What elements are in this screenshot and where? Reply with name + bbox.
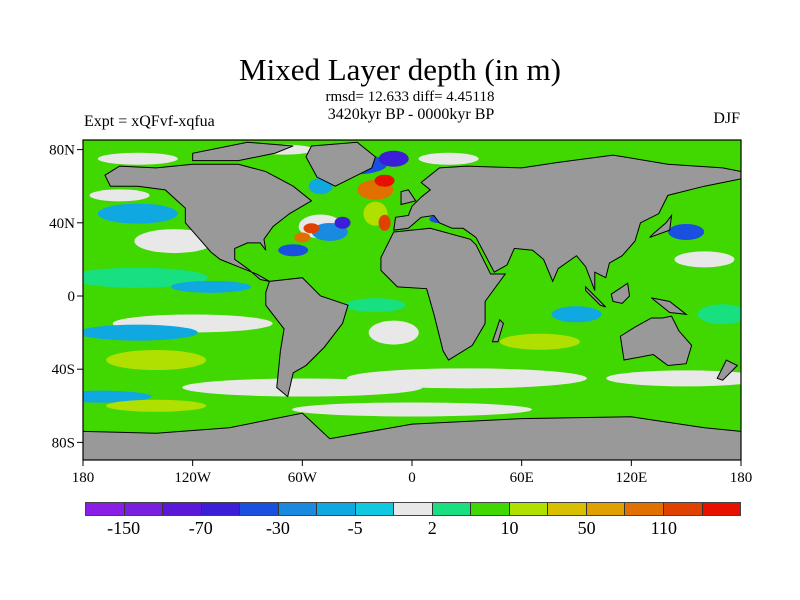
colorbar-swatch [124,503,164,515]
ocean-anomaly [106,399,207,412]
north-atlantic-anomaly [378,214,391,231]
colorbar-swatch [86,503,125,515]
lat-tick-label: 40N [49,216,75,232]
landmass-uk [400,189,417,206]
ocean-anomaly [551,306,602,323]
lon-tick-label: 60E [510,470,534,486]
lon-tick-label: 180 [730,470,753,486]
colorbar-swatch [355,503,395,515]
ocean-anomaly [83,324,198,341]
landmass-borneo [610,282,631,304]
lon-tick-label: 60W [288,470,318,486]
colorbar-swatch [663,503,703,515]
ocean-anomaly [83,267,208,288]
ocean-anomaly [674,251,735,268]
landmass-madagascar [491,318,504,343]
landmass-japan [649,213,673,238]
season-label: DJF [713,110,740,127]
ocean-anomaly [170,280,251,293]
lat-tick-label: 0 [68,289,76,305]
lon-tick-label: 120W [174,470,212,486]
north-atlantic-anomaly [294,232,311,243]
north-atlantic-anomaly [374,174,395,187]
period-text: 3420kyr BP - 0000kyr BP [327,106,495,123]
north-atlantic-anomaly [303,223,320,234]
lat-tick-label: 80S [52,435,75,451]
north-atlantic-anomaly [278,244,309,257]
colorbar-swatch [702,503,741,515]
colorbar-label: -150 [107,518,141,538]
map-plot: 80N 40N 0 40S 80S 180 120W 60W 0 60E 120E 180 [49,139,753,486]
lon-tick-label: 120E [615,470,647,486]
colorbar-label: 50 [577,518,596,538]
colorbar-swatch [163,503,202,515]
ocean-anomaly [345,298,406,313]
stats-text: rmsd= 12.633 diff= 4.45118 [325,89,495,105]
ocean-anomaly [697,304,741,325]
ocean-anomaly [83,390,152,403]
chart-title: Mixed Layer depth (in m) [239,52,561,87]
landmass-new-zealand [716,359,739,381]
colorbar-swatch [548,503,587,515]
ocean-anomaly [346,368,587,389]
land-group [83,141,741,460]
north-atlantic-anomaly [378,150,409,167]
ocean-anomaly [606,370,741,387]
ocean-anomaly [106,350,207,371]
landmass-north-america [104,163,313,282]
colorbar-swatch [394,503,433,515]
north-atlantic-anomaly [334,216,351,229]
colorbar-label: -30 [265,518,290,538]
colorbar-label: 2 [427,518,437,538]
ocean-anomaly [292,402,532,417]
lat-tick-label: 80N [49,143,75,159]
colorbar-swatch [240,503,279,515]
ocean-anomaly [499,333,580,350]
ocean-anomaly [97,203,178,224]
colorbar-label: -5 [347,518,363,538]
landmass-arctic-islands [192,141,294,162]
landmass-antarctica [83,412,741,460]
ocean-anomaly [368,320,419,345]
colorbar-swatch [432,503,472,515]
landmass-australia [619,315,693,367]
ocean-anomaly [89,189,150,202]
colorbar-swatch [586,503,626,515]
landmass-new-guinea [651,297,688,315]
lat-tick-label: 40S [52,362,75,378]
landmass-africa [380,227,507,361]
colorbar [85,502,741,516]
lon-tick-label: 180 [72,470,95,486]
ocean-anomaly [134,229,215,254]
colorbar-swatch [201,503,241,515]
landmass-south-america [265,277,349,398]
colorbar-swatch [509,503,549,515]
landmass-sumatra [585,285,607,308]
landmass-eurasia [393,154,741,291]
colorbar-swatch [278,503,318,515]
lon-tick-label: 0 [408,470,416,486]
landmass-greenland [305,141,377,187]
north-atlantic-anomaly [418,152,479,165]
colorbar-label: 10 [500,518,519,538]
north-atlantic-anomaly [97,152,178,165]
colorbar-swatch [625,503,664,515]
experiment-label: Expt = xQFvf-xqfua [84,113,215,130]
colorbar-swatch [471,503,510,515]
colorbar-label: 110 [650,518,677,538]
ocean-anomaly [668,223,705,240]
colorbar-label: -70 [188,518,213,538]
colorbar-swatch [317,503,356,515]
